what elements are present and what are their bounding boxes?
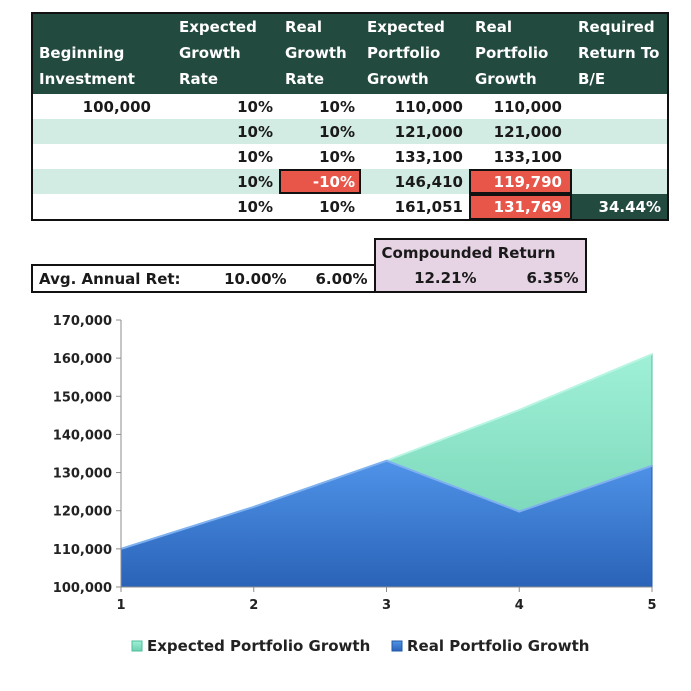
table-cell: 34.44% <box>572 194 668 220</box>
growth-table-container: Beginning Investment Expected Growth Rate Rea… <box>31 12 669 221</box>
x-tick-label: 2 <box>249 598 258 613</box>
column-header-line: Real <box>475 18 512 36</box>
table-cell: 10% <box>173 169 279 194</box>
compounded-real-value: 6.35% <box>482 265 587 293</box>
x-tick-label: 1 <box>116 598 125 613</box>
table-row: 10% 10% 133,100 133,100 <box>32 144 668 169</box>
portfolio-area-chart: 100,000 110,000 120,000 130,000 140,000 150,0… <box>53 314 657 655</box>
table-cell: 110,000 <box>469 94 572 119</box>
table-cell: 146,410 <box>361 169 469 194</box>
table-cell <box>32 169 173 194</box>
avg-real-value: 6.00% <box>292 264 375 293</box>
table-cell: 131,769 <box>469 194 572 220</box>
table-cell: 161,051 <box>361 194 469 220</box>
table-cell <box>32 194 173 220</box>
summary-section: Compounded Return Avg. Annual Ret: 10.00… <box>31 238 587 293</box>
table-cell: 121,000 <box>469 119 572 144</box>
y-tick-label: 160,000 <box>53 352 112 367</box>
column-header-line: Beginning <box>39 44 125 62</box>
x-tick-label: 5 <box>647 598 656 613</box>
column-header-3: Real Growth Rate <box>279 13 361 94</box>
table-cell <box>572 94 668 119</box>
compounded-expected-value: 12.21% <box>373 265 483 293</box>
column-header-line: B/E <box>578 70 606 88</box>
column-header-line: Investment <box>39 70 135 88</box>
table-row: 10% -10% 146,410 119,790 <box>32 169 668 194</box>
table-row: 10% 10% 161,051 131,769 34.44% <box>32 194 668 220</box>
table-cell: 10% <box>279 119 361 144</box>
table-cell <box>572 144 668 169</box>
table-cell: 133,100 <box>469 144 572 169</box>
column-header-line: Growth <box>179 44 241 62</box>
y-tick-label: 140,000 <box>53 428 112 443</box>
table-cell <box>572 169 668 194</box>
y-tick-label: 170,000 <box>53 314 112 329</box>
table-cell: 100,000 <box>32 94 173 119</box>
column-header-line <box>39 14 167 40</box>
column-header-2: Expected Growth Rate <box>173 13 279 94</box>
avg-annual-label: Avg. Annual Ret: <box>31 264 187 293</box>
column-header-line: Real <box>285 18 322 36</box>
column-header-4: Expected Portfolio Growth <box>361 13 469 94</box>
table-cell: 133,100 <box>361 144 469 169</box>
column-header-line: Expected <box>179 18 257 36</box>
legend-label: Expected Portfolio Growth <box>147 637 370 655</box>
legend-swatch-real <box>391 640 403 652</box>
table-cell: 10% <box>173 119 279 144</box>
y-tick-label: 130,000 <box>53 467 112 482</box>
column-header-6: Required Return To B/E <box>572 13 668 94</box>
table-cell <box>32 144 173 169</box>
table-cell <box>572 119 668 144</box>
y-tick-label: 150,000 <box>53 390 112 405</box>
table-cell: 10% <box>279 94 361 119</box>
table-cell: 10% <box>173 194 279 220</box>
column-header-line: Rate <box>285 70 325 88</box>
table-body: 100,000 10% 10% 110,000 110,000 10% 10% 121,000… <box>32 94 668 220</box>
table-cell: 110,000 <box>361 94 469 119</box>
column-header-1: Beginning Investment <box>32 13 173 94</box>
table-cell: 10% <box>173 144 279 169</box>
column-header-line: Portfolio <box>475 44 549 62</box>
column-header-line: Growth <box>475 70 537 88</box>
column-header-line: Rate <box>179 70 219 88</box>
table-cell: 10% <box>279 144 361 169</box>
summary-table: Compounded Return Avg. Annual Ret: 10.00… <box>31 238 587 293</box>
table-cell <box>32 119 173 144</box>
compounded-return-header: Compounded Return <box>373 238 587 265</box>
legend-label: Real Portfolio Growth <box>407 637 589 655</box>
column-header-5: Real Portfolio Growth <box>469 13 572 94</box>
table-cell: 121,000 <box>361 119 469 144</box>
table-cell: -10% <box>279 169 361 194</box>
avg-expected-value: 10.00% <box>186 264 293 293</box>
y-tick-label: 120,000 <box>53 505 112 520</box>
table-row: 10% 10% 121,000 121,000 <box>32 119 668 144</box>
header-row: Beginning Investment Expected Growth Rate Rea… <box>32 13 668 94</box>
y-tick-label: 100,000 <box>53 581 112 596</box>
table-row: 100,000 10% 10% 110,000 110,000 <box>32 94 668 119</box>
column-header-line: Expected <box>367 18 445 36</box>
column-header-line: Growth <box>285 44 347 62</box>
y-tick-label: 110,000 <box>53 543 112 558</box>
table-cell: 10% <box>173 94 279 119</box>
x-tick-label: 4 <box>515 598 524 613</box>
column-header-line: Growth <box>367 70 429 88</box>
column-header-line: Return To <box>578 44 660 62</box>
table-cell: 119,790 <box>469 169 572 194</box>
column-header-line: Required <box>578 18 655 36</box>
column-header-line: Portfolio <box>367 44 441 62</box>
legend-swatch-expected <box>131 640 143 652</box>
growth-table: Beginning Investment Expected Growth Rate Rea… <box>31 12 669 221</box>
x-tick-label: 3 <box>382 598 391 613</box>
table-cell: 10% <box>279 194 361 220</box>
series-top-edge <box>120 459 653 550</box>
